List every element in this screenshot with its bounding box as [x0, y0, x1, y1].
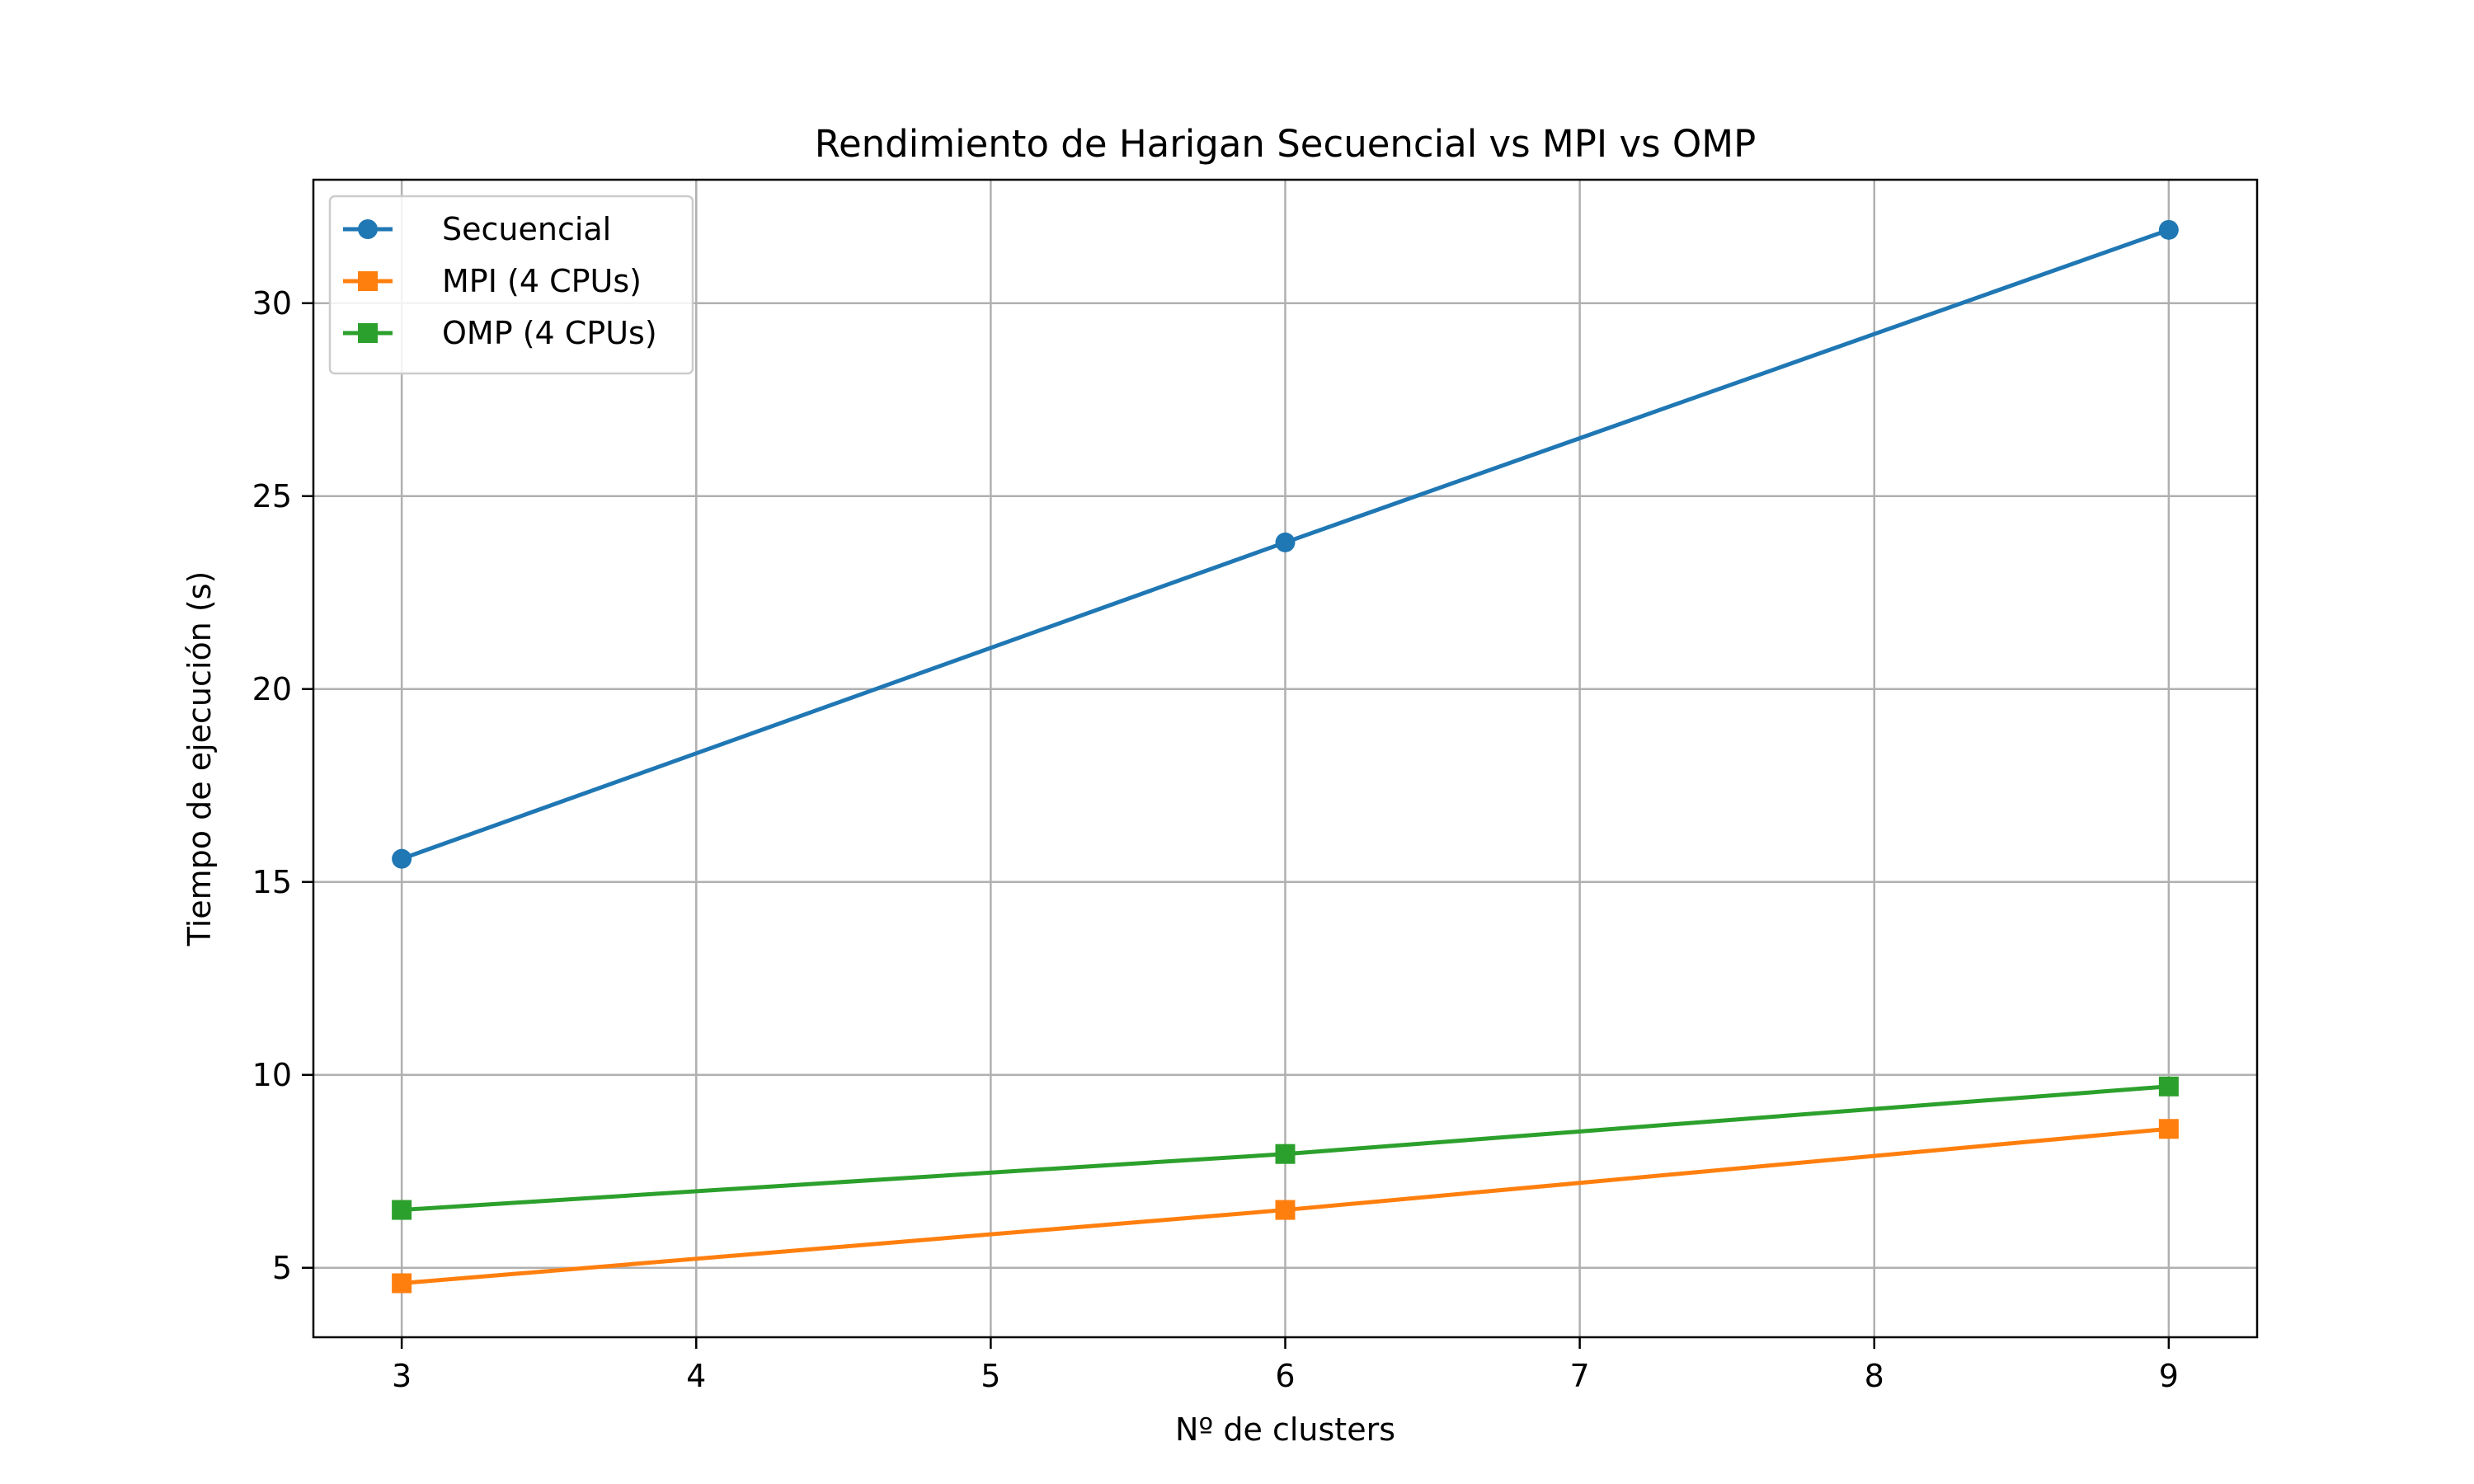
- series-1: [392, 1119, 2179, 1294]
- grid: [313, 180, 2257, 1337]
- y-tick-label: 5: [272, 1250, 292, 1286]
- data-point: [392, 1200, 412, 1220]
- legend-swatch-marker: [358, 271, 378, 291]
- data-point: [2158, 219, 2179, 240]
- series-2: [392, 1076, 2179, 1220]
- chart-title: Rendimiento de Harigan Secuencial vs MPI…: [815, 122, 1757, 166]
- series-layer: [392, 219, 2179, 1294]
- data-point: [392, 1273, 412, 1294]
- x-tick-label: 5: [981, 1358, 1000, 1394]
- legend-box: [328, 195, 694, 375]
- x-tick-label: 3: [392, 1358, 412, 1394]
- data-point: [2158, 1076, 2179, 1097]
- legend-item: OMP (4 CPUs): [343, 315, 657, 351]
- y-axis-label: Tiempo de ejecución (s): [181, 571, 218, 947]
- data-point: [1275, 1200, 1296, 1220]
- data-point: [392, 848, 412, 869]
- y-tick-label: 10: [252, 1057, 292, 1093]
- data-point: [1275, 1144, 1296, 1164]
- legend: Secuencial MPI (4 CPUs) OMP (4 CPUs): [328, 195, 694, 375]
- y-tick-label: 25: [252, 478, 292, 514]
- legend-label: MPI (4 CPUs): [442, 263, 642, 299]
- data-point: [1275, 532, 1296, 552]
- x-tick-label: 4: [686, 1358, 706, 1394]
- data-point: [2158, 1119, 2179, 1139]
- x-tick-label: 9: [2159, 1358, 2179, 1394]
- legend-swatch-marker: [358, 219, 378, 239]
- series-0: [392, 219, 2179, 869]
- x-axis-label: Nº de clusters: [1175, 1411, 1395, 1448]
- y-tick-label: 15: [252, 864, 292, 900]
- legend-label: Secuencial: [442, 211, 611, 247]
- legend-label: OMP (4 CPUs): [442, 315, 657, 351]
- x-tick-label: 6: [1275, 1358, 1295, 1394]
- y-tick-label: 30: [252, 285, 292, 322]
- legend-item: MPI (4 CPUs): [343, 263, 642, 299]
- y-tick-label: 20: [252, 671, 292, 707]
- x-tick-label: 7: [1570, 1358, 1590, 1394]
- legend-swatch-marker: [358, 323, 378, 343]
- legend-item: Secuencial: [343, 211, 611, 247]
- x-tick-label: 8: [1865, 1358, 1884, 1394]
- axes: 3 4 5 6 7 8 9 5 10 15 20 25 30: [252, 285, 2179, 1394]
